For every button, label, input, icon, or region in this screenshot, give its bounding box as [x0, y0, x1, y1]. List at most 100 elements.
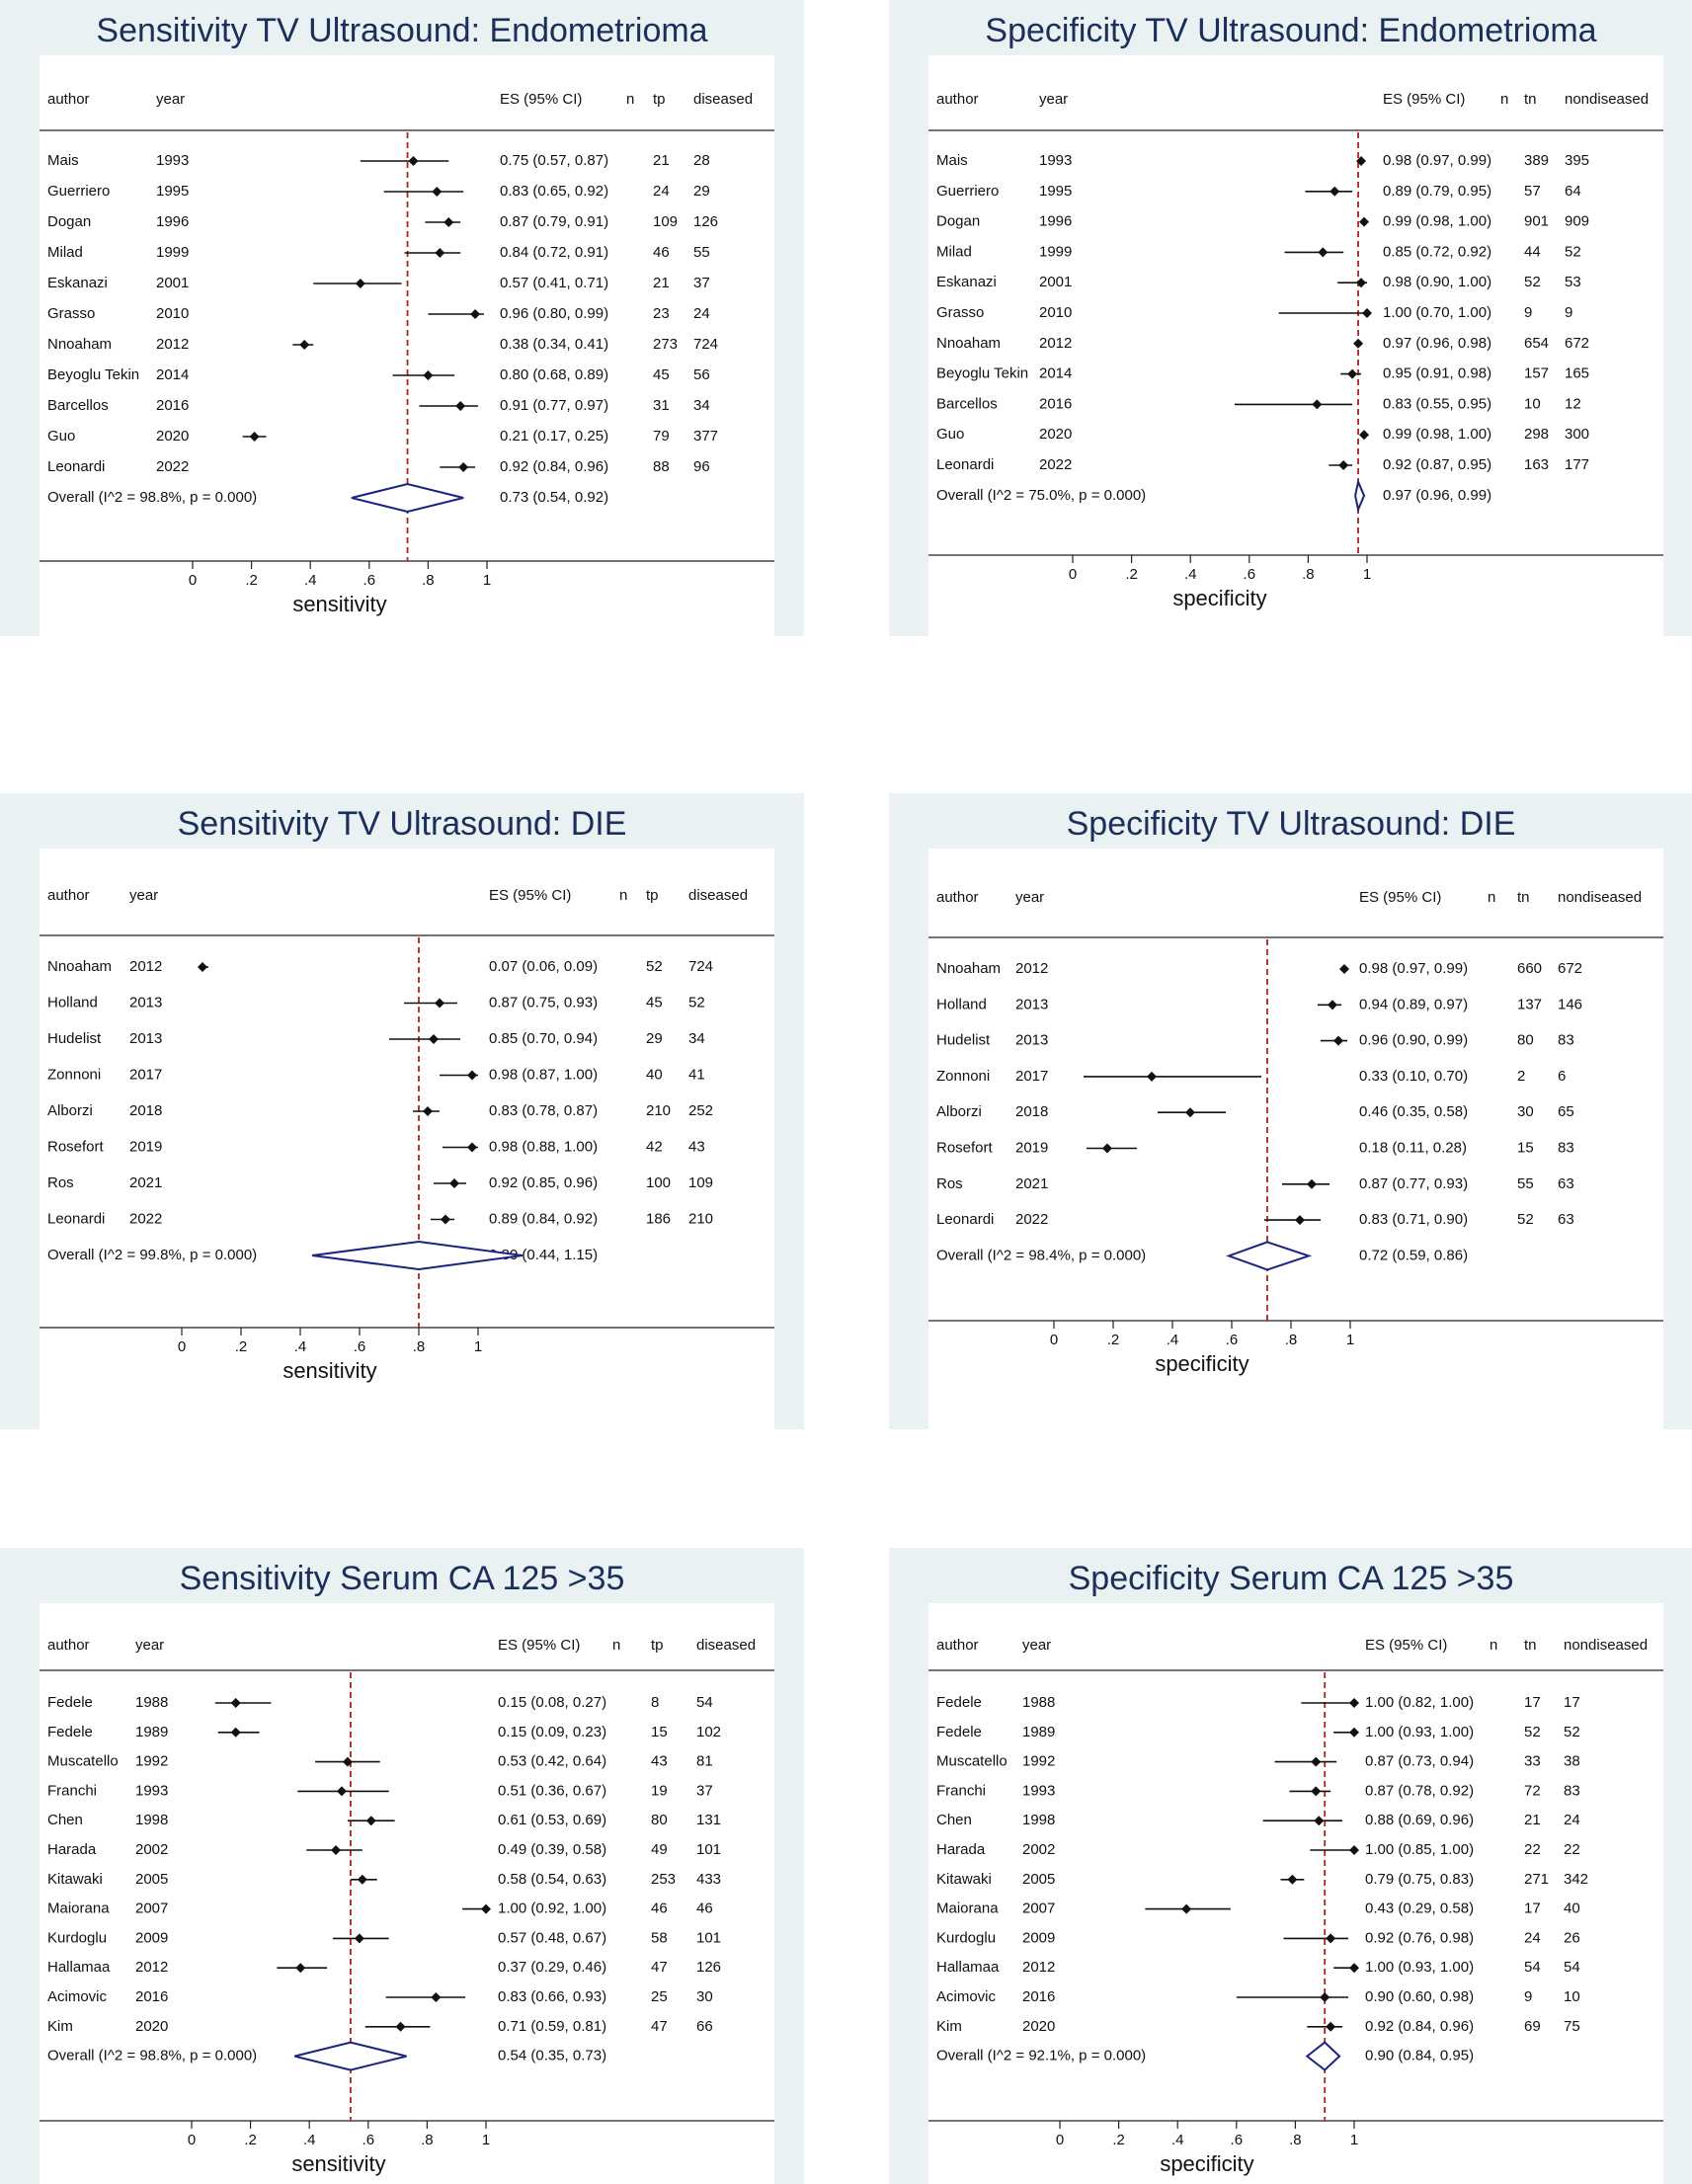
study-es-ci: 0.88 (0.69, 0.96) [1365, 1812, 1474, 1828]
study-author: Rosefort [936, 1139, 994, 1156]
study-total: 56 [693, 366, 710, 383]
study-author: Hudelist [47, 1030, 102, 1047]
study-total: 54 [696, 1694, 713, 1711]
study-count: 298 [1524, 426, 1549, 443]
study-author: Harada [936, 1841, 986, 1858]
study-author: Beyoglu Tekin [47, 366, 139, 383]
study-year: 2019 [129, 1138, 162, 1155]
x-tick-label: 0 [189, 572, 197, 589]
x-axis-label: specificity [1160, 2151, 1253, 2176]
study-total: 101 [696, 1841, 721, 1858]
study-count: 273 [653, 336, 678, 353]
study-total: 52 [688, 994, 705, 1011]
study-year: 2012 [1039, 335, 1072, 352]
study-total: 43 [688, 1138, 705, 1155]
study-year: 2001 [156, 275, 189, 291]
col-header-author: author [936, 1637, 979, 1654]
study-author: Holland [47, 994, 98, 1011]
study-count: 9 [1524, 304, 1532, 321]
study-year: 1993 [1022, 1782, 1055, 1799]
study-count: 46 [653, 244, 670, 261]
study-es-ci: 1.00 (0.93, 1.00) [1365, 1959, 1474, 1976]
study-count: 10 [1524, 395, 1541, 412]
study-year: 1995 [1039, 183, 1072, 200]
x-tick-label: .2 [245, 572, 258, 589]
forest-plot-spec-tvus-endometrioma: Specificity TV Ultrasound: Endometrioma a… [889, 0, 1692, 636]
study-es-ci: 0.71 (0.59, 0.81) [498, 2018, 606, 2035]
chart-title: Sensitivity Serum CA 125 >35 [180, 1560, 625, 1597]
study-es-ci: 0.94 (0.89, 0.97) [1359, 996, 1468, 1012]
study-author: Beyoglu Tekin [936, 365, 1028, 382]
study-author: Milad [47, 244, 83, 261]
x-axis-label: specificity [1155, 1351, 1249, 1376]
study-total: 9 [1565, 304, 1572, 321]
study-es-ci: 0.87 (0.77, 0.93) [1359, 1175, 1468, 1192]
study-count: 44 [1524, 243, 1541, 260]
study-es-ci: 0.38 (0.34, 0.41) [500, 336, 608, 353]
study-es-ci: 0.15 (0.09, 0.23) [498, 1724, 606, 1740]
study-year: 1999 [156, 244, 189, 261]
study-year: 2022 [1015, 1211, 1048, 1228]
study-total: 433 [696, 1871, 721, 1888]
forest-plot-svg: Sensitivity Serum CA 125 >35author year ES… [0, 1548, 804, 2184]
study-count: 8 [651, 1694, 659, 1711]
study-author: Chen [47, 1812, 83, 1828]
study-author: Grasso [936, 304, 984, 321]
study-year: 2016 [1022, 1988, 1055, 2005]
study-year: 2020 [135, 2018, 168, 2035]
study-es-ci: 0.96 (0.80, 0.99) [500, 305, 608, 322]
study-count: 186 [646, 1210, 671, 1227]
study-count: 137 [1517, 996, 1542, 1012]
study-author: Kurdoglu [936, 1929, 996, 1946]
study-year: 2019 [1015, 1139, 1048, 1156]
study-count: 47 [651, 2018, 668, 2035]
study-year: 1992 [135, 1753, 168, 1770]
study-year: 2013 [1015, 996, 1048, 1012]
study-total: 377 [693, 428, 718, 445]
x-tick-label: .6 [1244, 566, 1256, 583]
study-author: Kim [936, 2018, 962, 2035]
study-count: 80 [651, 1812, 668, 1828]
study-year: 2020 [1022, 2018, 1055, 2035]
study-total: 6 [1558, 1068, 1566, 1085]
study-es-ci: 0.49 (0.39, 0.58) [498, 1841, 606, 1858]
study-total: 30 [696, 1988, 713, 2005]
study-author: Dogan [47, 213, 91, 230]
study-es-ci: 0.43 (0.29, 0.58) [1365, 1901, 1474, 1917]
x-tick-label: .8 [413, 1338, 426, 1355]
study-author: Guo [47, 428, 75, 445]
study-author: Leonardi [936, 456, 994, 473]
study-author: Guerriero [47, 183, 110, 200]
study-count: 40 [646, 1066, 663, 1083]
overall-es-ci: 0.73 (0.54, 0.92) [500, 489, 608, 506]
study-es-ci: 0.99 (0.98, 1.00) [1383, 426, 1491, 443]
x-tick-label: 1 [1350, 2132, 1358, 2148]
x-tick-label: 1 [474, 1338, 482, 1355]
study-es-ci: 0.58 (0.54, 0.63) [498, 1871, 606, 1888]
col-header-n: n [612, 1637, 620, 1654]
study-author: Leonardi [936, 1211, 994, 1228]
study-es-ci: 0.92 (0.87, 0.95) [1383, 456, 1491, 473]
chart-title: Sensitivity TV Ultrasound: DIE [178, 805, 627, 843]
overall-label: Overall (I^2 = 99.8%, p = 0.000) [47, 1247, 257, 1263]
study-author: Acimovic [936, 1988, 997, 2005]
study-year: 2012 [1022, 1959, 1055, 1976]
study-es-ci: 0.87 (0.75, 0.93) [489, 994, 598, 1011]
study-es-ci: 0.92 (0.84, 0.96) [1365, 2018, 1474, 2035]
study-year: 2009 [1022, 1929, 1055, 1946]
study-total: 38 [1564, 1753, 1580, 1770]
forest-plot-svg: Specificity TV Ultrasound: DIEauthor year… [889, 793, 1692, 1429]
study-author: Franchi [47, 1782, 97, 1799]
study-es-ci: 0.98 (0.88, 1.00) [489, 1138, 598, 1155]
study-total: 102 [696, 1724, 721, 1740]
col-header-total: nondiseased [1564, 1637, 1648, 1654]
study-total: 65 [1558, 1103, 1574, 1120]
col-header-count: tn [1517, 889, 1530, 906]
study-year: 1992 [1022, 1753, 1055, 1770]
study-total: 210 [688, 1210, 713, 1227]
study-total: 83 [1564, 1782, 1580, 1799]
study-count: 2 [1517, 1068, 1525, 1085]
study-author: Acimovic [47, 1988, 108, 2005]
study-count: 49 [651, 1841, 668, 1858]
overall-label: Overall (I^2 = 75.0%, p = 0.000) [936, 487, 1146, 504]
